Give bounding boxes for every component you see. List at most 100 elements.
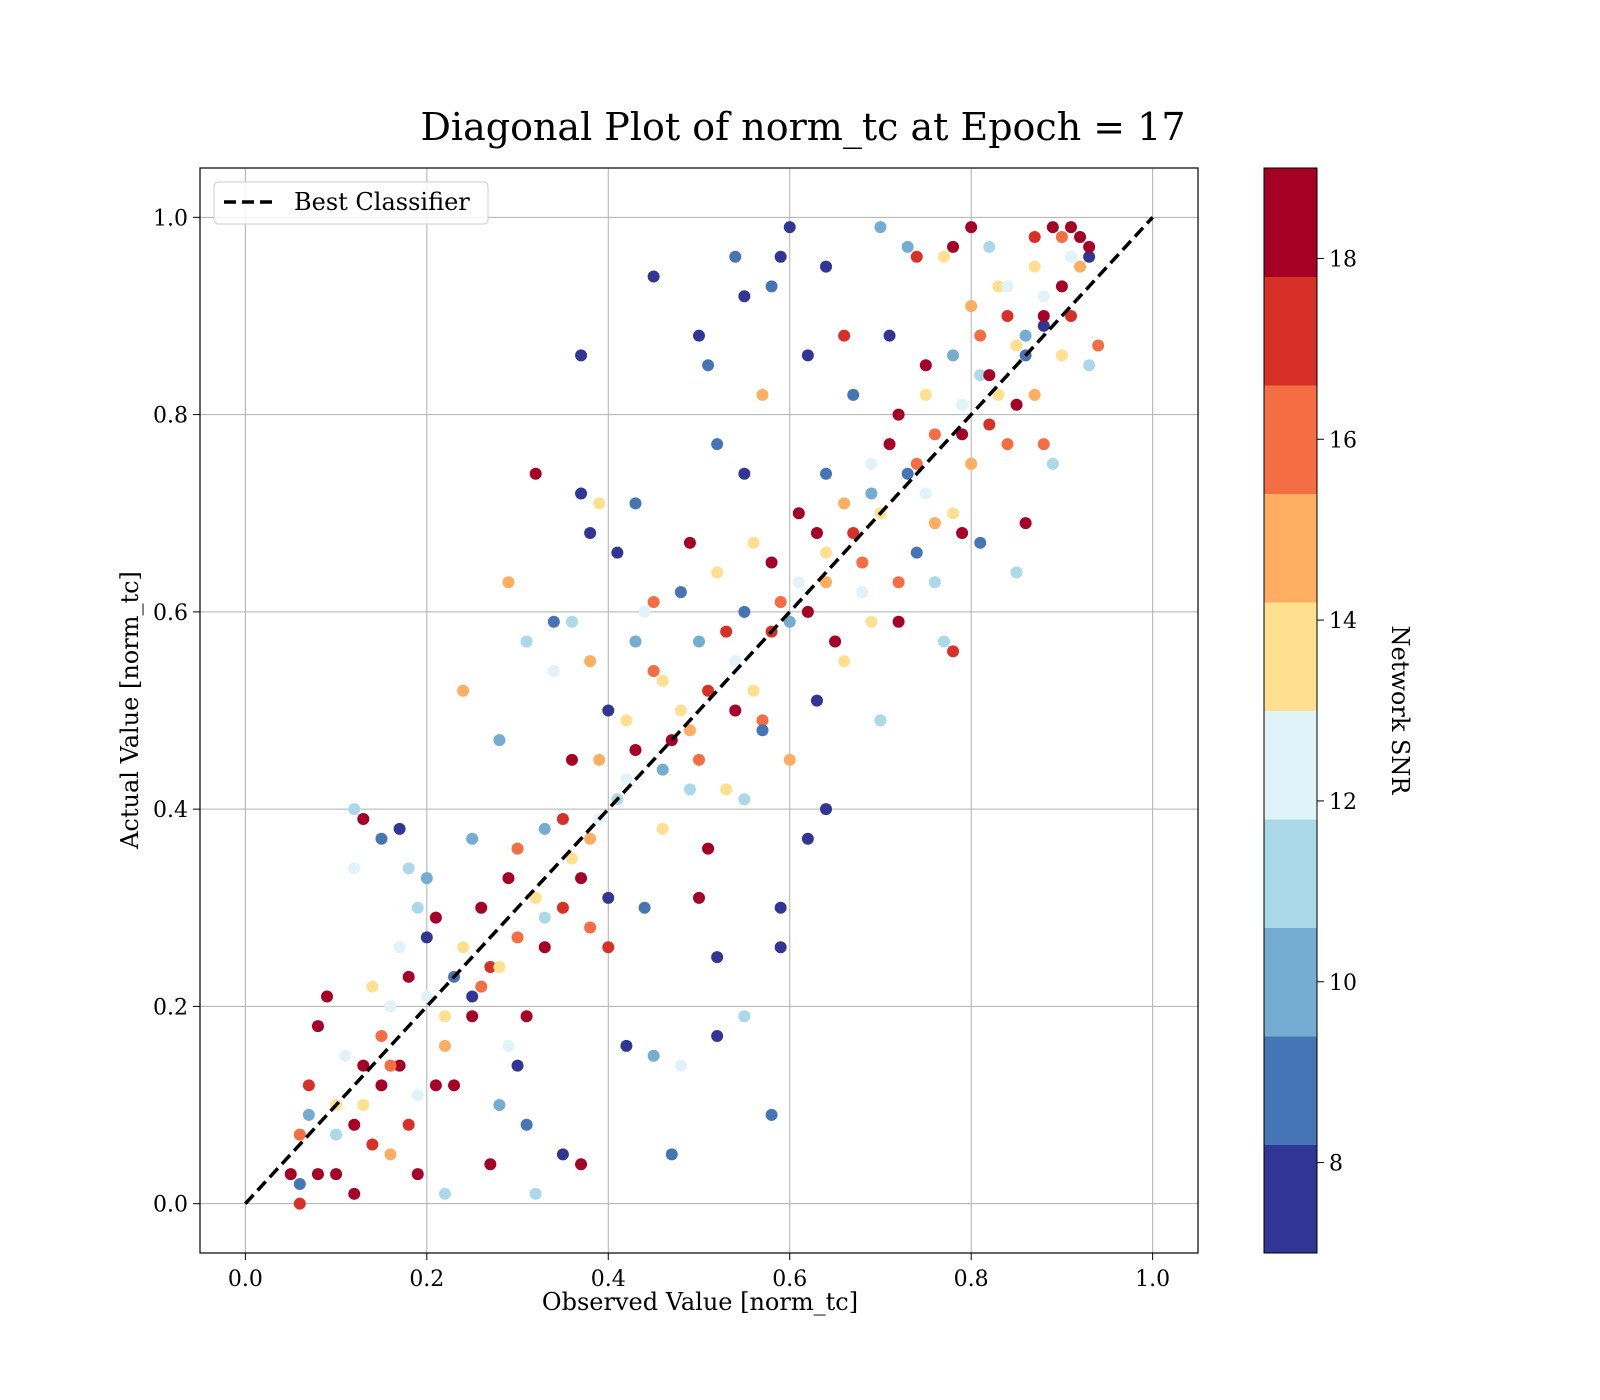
scatter-point: [493, 960, 506, 973]
colorbar-tick-label: 12: [1329, 790, 1357, 815]
scatter-point: [702, 684, 715, 697]
scatter-point: [774, 596, 787, 608]
scatter-point: [1028, 388, 1041, 401]
scatter-point: [629, 743, 642, 756]
scatter-point: [438, 1187, 451, 1200]
scatter-point: [1046, 457, 1059, 470]
scatter-point: [992, 388, 1005, 401]
scatter-point: [856, 586, 869, 599]
colorbar-tick-label: 14: [1329, 609, 1357, 634]
scatter-point: [810, 526, 823, 539]
scatter-point: [919, 487, 932, 500]
scatter-point: [883, 438, 896, 451]
scatter-point: [502, 576, 515, 589]
scatter-point: [792, 507, 805, 520]
scatter-point: [693, 891, 705, 904]
scatter-point: [311, 1168, 324, 1181]
scatter-point: [910, 250, 923, 263]
scatter-point: [1055, 280, 1068, 293]
scatter-point: [393, 941, 406, 954]
scatter-point: [330, 1128, 343, 1141]
scatter-point: [747, 684, 760, 697]
scatter-point: [919, 388, 932, 401]
scatter-point: [992, 280, 1005, 293]
scatter-point: [593, 497, 606, 510]
legend: Best Classifier: [213, 181, 489, 225]
scatter-point: [901, 467, 914, 480]
scatter-point: [620, 714, 633, 727]
scatter-point: [547, 665, 560, 678]
scatter-point: [293, 1197, 306, 1210]
scatter-point: [366, 980, 379, 993]
scatter-point: [647, 1049, 660, 1062]
scatter-point: [711, 438, 724, 451]
scatter-point: [339, 1049, 352, 1062]
scatter-point: [611, 546, 624, 559]
scatter-point: [420, 990, 433, 1003]
colorbar-tick-label: 10: [1329, 971, 1357, 996]
y-tick-label: 0.0: [153, 1193, 188, 1218]
scatter-point: [584, 655, 597, 668]
scatter-point: [411, 1168, 424, 1181]
scatter-point: [457, 941, 470, 954]
scatter-point: [575, 872, 588, 885]
scatter-point: [438, 1039, 451, 1052]
scatter-point: [820, 576, 833, 589]
x-tick-label: 0.4: [591, 1267, 626, 1292]
colorbar-segment: [1264, 168, 1317, 277]
scatter-point: [647, 596, 660, 608]
scatter-point: [720, 625, 733, 638]
scatter-point: [565, 615, 578, 628]
scatter-point: [602, 704, 615, 717]
scatter-point: [475, 901, 488, 914]
scatter-point: [865, 487, 878, 500]
scatter-point: [765, 280, 778, 293]
colorbar-segment: [1264, 602, 1317, 711]
scatter-point: [348, 803, 361, 816]
scatter-point: [584, 832, 597, 845]
scatter-point: [956, 428, 969, 441]
scatter-point: [293, 1128, 306, 1141]
colorbar-segment: [1264, 1036, 1317, 1145]
scatter-point: [556, 1148, 569, 1161]
scatter-point: [593, 753, 606, 766]
chart-title: Diagonal Plot of norm_tc at Epoch = 17: [420, 105, 1185, 150]
scatter-point: [321, 990, 334, 1003]
scatter-point: [693, 753, 705, 766]
y-axis-label: Actual Value [norm_tc]: [116, 571, 144, 850]
scatter-point: [484, 960, 497, 973]
scatter-point: [838, 497, 851, 510]
scatter-point: [965, 300, 978, 313]
colorbar-segment: [1264, 819, 1317, 928]
scatter-point: [393, 1059, 406, 1072]
scatter-point: [357, 813, 370, 825]
scatter-point: [901, 240, 914, 253]
scatter-point: [711, 1030, 724, 1042]
scatter-point: [874, 714, 887, 727]
scatter-point: [402, 1118, 415, 1131]
scatter-point: [1028, 260, 1041, 273]
scatter-point: [348, 862, 361, 875]
scatter-point: [810, 694, 823, 707]
scatter-point: [656, 822, 669, 835]
scatter-point: [956, 526, 969, 539]
scatter-point: [656, 763, 669, 776]
scatter-point: [538, 911, 551, 924]
scatter-point: [956, 398, 969, 411]
scatter-point: [575, 487, 588, 500]
y-tick-label: 0.8: [153, 404, 188, 429]
scatter-point: [847, 388, 860, 401]
colorbar-frame: [1263, 167, 1318, 1254]
scatter-point: [375, 832, 388, 845]
scatter-point: [1001, 309, 1014, 322]
scatter-point: [1064, 309, 1077, 322]
scatter-point: [502, 872, 515, 885]
scatter-point: [965, 221, 978, 234]
scatter-point: [865, 457, 878, 470]
colorbar-segment: [1264, 927, 1317, 1037]
scatter-point: [820, 260, 833, 273]
scatter-point: [538, 822, 551, 835]
scatter-point: [783, 221, 796, 234]
scatter-point: [565, 852, 578, 865]
scatter-point: [1001, 438, 1014, 451]
